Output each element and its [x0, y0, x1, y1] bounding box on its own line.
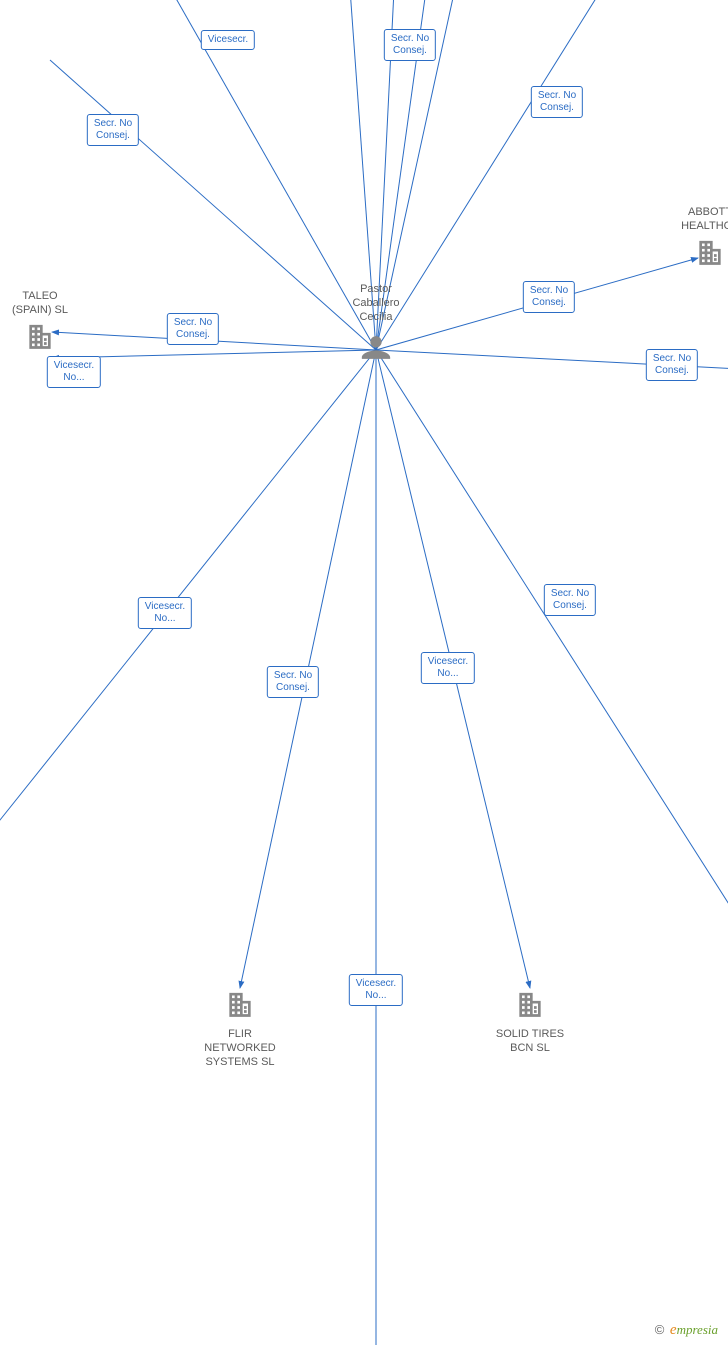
company-label-abbott: ABBOTT HEALTHCA: [681, 206, 728, 234]
edge-label[interactable]: Secr. No Consej.: [167, 313, 219, 345]
edge-label[interactable]: Secr. No Consej.: [384, 29, 436, 61]
person-icon: [359, 331, 393, 365]
copyright-symbol: ©: [655, 1322, 665, 1337]
edge-label[interactable]: Secr. No Consej.: [531, 86, 583, 118]
empresia-logo: empresia: [670, 1322, 718, 1337]
building-icon: [224, 988, 256, 1020]
building-icon: [514, 988, 546, 1020]
edge-label[interactable]: Secr. No Consej.: [87, 114, 139, 146]
center-person-label: Pastor Caballero Cecilia: [352, 283, 399, 324]
building-icon: [694, 236, 726, 268]
company-node-abbott[interactable]: [694, 236, 726, 273]
footer-copyright: © empresia: [655, 1322, 718, 1339]
center-person-node[interactable]: [359, 331, 393, 370]
company-node-solid[interactable]: [514, 988, 546, 1025]
edge-line: [120, 0, 376, 350]
edge-label[interactable]: Vicesecr. No...: [47, 356, 101, 388]
edge-line: [52, 350, 376, 358]
edge-label[interactable]: Vicesecr.: [201, 30, 255, 50]
edge-label[interactable]: Secr. No Consej.: [523, 281, 575, 313]
company-label-solid: SOLID TIRES BCN SL: [496, 1028, 564, 1056]
edge-label[interactable]: Vicesecr. No...: [138, 597, 192, 629]
company-node-taleo[interactable]: [24, 320, 56, 357]
building-icon: [24, 320, 56, 352]
company-label-taleo: TALEO (SPAIN) SL: [12, 290, 68, 318]
edge-label[interactable]: Secr. No Consej.: [267, 666, 319, 698]
edge-label[interactable]: Vicesecr. No...: [349, 974, 403, 1006]
edge-label[interactable]: Secr. No Consej.: [544, 584, 596, 616]
company-label-flir: FLIR NETWORKED SYSTEMS SL: [204, 1028, 276, 1069]
edge-label[interactable]: Vicesecr. No...: [421, 652, 475, 684]
company-node-flir[interactable]: [224, 988, 256, 1025]
graph-canvas: [0, 0, 728, 1345]
edge-label[interactable]: Secr. No Consej.: [646, 349, 698, 381]
edge-line: [50, 60, 376, 350]
